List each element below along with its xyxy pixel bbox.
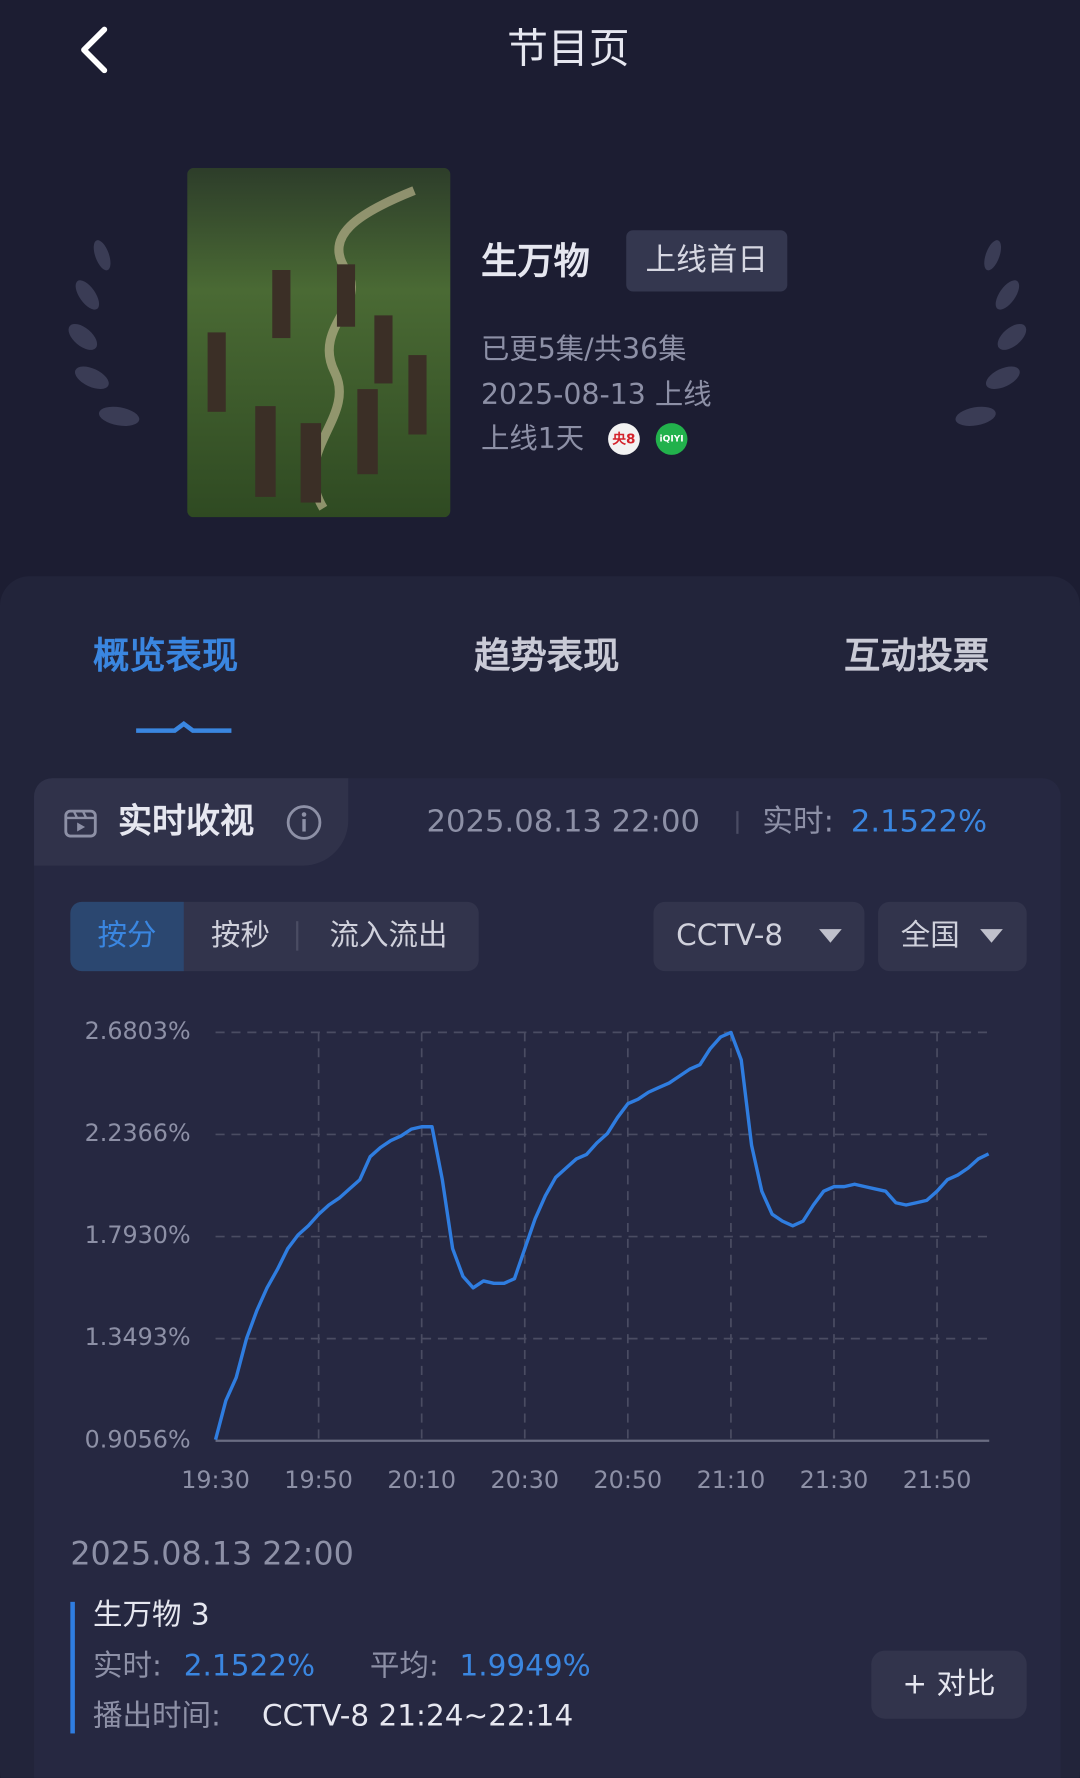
mode-option[interactable]: 按秒 bbox=[210, 918, 270, 953]
average-value: 1.9949% bbox=[459, 1649, 591, 1684]
mode-option-active[interactable]: 按分 bbox=[70, 901, 184, 972]
y-tick-label: 1.3493% bbox=[85, 1323, 191, 1351]
platform-badge: iQIYI bbox=[655, 423, 688, 455]
x-tick-label: 20:30 bbox=[490, 1466, 559, 1494]
laurel-left bbox=[68, 240, 140, 426]
compare-button[interactable]: + 对比 bbox=[871, 1650, 1027, 1719]
realtime-value: 2.1522% bbox=[183, 1649, 316, 1684]
status-badge: 上线首日 bbox=[626, 230, 788, 292]
broadcast-value: CCTV-8 21:24~22:14 bbox=[262, 1699, 574, 1734]
section-title: 实时收视 bbox=[117, 802, 255, 842]
x-tick-label: 20:10 bbox=[387, 1466, 456, 1494]
separator bbox=[296, 921, 299, 951]
y-tick-label: 0.9056% bbox=[85, 1425, 191, 1453]
card-header bbox=[34, 778, 349, 866]
tab-active[interactable]: 概览表现 bbox=[93, 634, 239, 678]
realtime-timestamp: 2025.08.13 22:00 bbox=[426, 804, 700, 840]
detail-bar bbox=[70, 1601, 75, 1734]
page-title: 节目页 bbox=[507, 26, 630, 73]
region-dropdown[interactable] bbox=[878, 901, 1027, 972]
x-tick-label: 20:50 bbox=[594, 1466, 663, 1494]
average-label: 平均: bbox=[369, 1649, 439, 1684]
detail-timestamp: 2025.08.13 22:00 bbox=[70, 1534, 354, 1573]
episodes: 已更5集/共36集 bbox=[481, 332, 687, 366]
laurel-right bbox=[955, 240, 1027, 426]
info-icon[interactable] bbox=[285, 803, 324, 842]
release-date: 2025-08-13 上线 bbox=[481, 377, 712, 411]
show-name: 生万物 bbox=[481, 239, 590, 283]
realtime-label: 实时: bbox=[93, 1649, 162, 1684]
tab-indicator bbox=[136, 720, 232, 733]
days-online: 上线1天 bbox=[481, 422, 585, 455]
tab[interactable]: 互动投票 bbox=[844, 634, 990, 678]
region-value: 全国 bbox=[900, 918, 960, 953]
poster bbox=[187, 167, 451, 518]
back-button[interactable] bbox=[75, 25, 114, 75]
episode: 生万物 3 bbox=[93, 1598, 210, 1633]
broadcast-label: 播出时间: bbox=[93, 1699, 221, 1734]
x-tick-label: 19:30 bbox=[181, 1466, 250, 1494]
y-tick-label: 1.7930% bbox=[85, 1221, 191, 1249]
y-tick-label: 2.6803% bbox=[85, 1017, 191, 1045]
tab[interactable]: 趋势表现 bbox=[474, 634, 620, 678]
x-tick-label: 21:30 bbox=[800, 1466, 869, 1494]
realtime-label: 实时: bbox=[762, 804, 834, 840]
tv-icon bbox=[64, 809, 97, 838]
separator bbox=[736, 811, 739, 834]
y-tick-label: 2.2366% bbox=[85, 1119, 191, 1147]
x-tick-label: 21:10 bbox=[697, 1466, 766, 1494]
channel-value: CCTV-8 bbox=[676, 918, 784, 953]
x-tick-label: 19:50 bbox=[284, 1466, 353, 1494]
dropdown-arrow bbox=[980, 929, 1003, 943]
channel-badge: 央8 bbox=[608, 423, 640, 455]
mode-option[interactable]: 流入流出 bbox=[329, 918, 448, 953]
series-line bbox=[213, 1030, 990, 1441]
realtime-value: 2.1522% bbox=[850, 804, 988, 840]
dropdown-arrow bbox=[819, 929, 842, 943]
x-tick-label: 21:50 bbox=[903, 1466, 972, 1494]
